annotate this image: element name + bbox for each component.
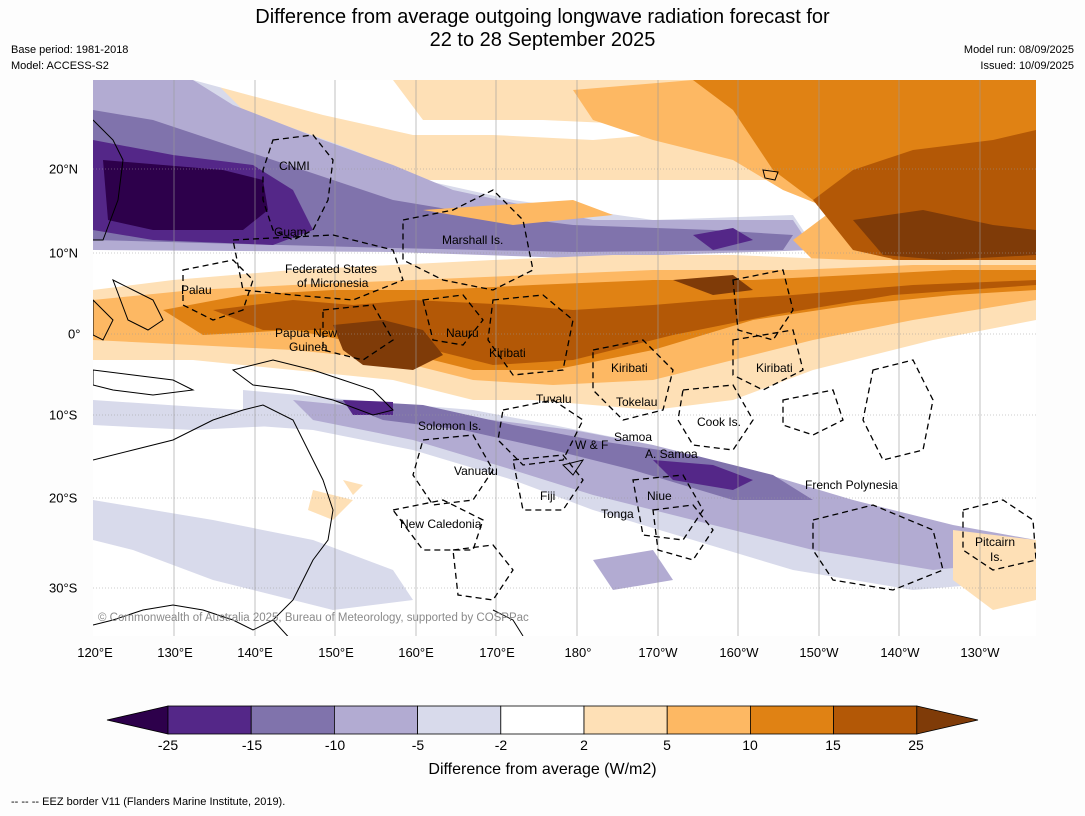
region-labels: CNMI Guam Marshall Is. Federated States …	[181, 159, 1015, 564]
map-title: Difference from average outgoing longwav…	[0, 6, 1085, 52]
x-tick-120e: 120°E	[77, 645, 113, 660]
colorbar-cell	[666, 705, 751, 735]
colorbar-cell	[333, 705, 418, 735]
y-tick-10s: 10°S	[49, 407, 78, 423]
label-samoa: Samoa	[614, 430, 652, 444]
label-guam: Guam	[274, 225, 307, 239]
label-niue: Niue	[647, 489, 672, 503]
colorbar-tick: 10	[742, 737, 758, 753]
y-tick-0: 0°	[68, 326, 81, 342]
colorbar-extend-min	[106, 705, 169, 735]
colorbar-tick: 2	[580, 737, 588, 753]
label-palau: Palau	[181, 283, 212, 297]
anomaly-field	[93, 80, 1036, 636]
label-pitcairn-2: Is.	[990, 550, 1003, 564]
label-kiribati-2: Kiribati	[611, 361, 648, 375]
model-run: Model run: 08/09/2025	[963, 44, 1074, 56]
label-nauru: Nauru	[446, 326, 479, 340]
label-pitcairn-1: Pitcairn	[975, 535, 1015, 549]
label-cook: Cook Is.	[697, 415, 741, 429]
y-tick-20s: 20°S	[49, 490, 78, 506]
label-tonga: Tonga	[601, 507, 634, 521]
label-american-samoa: A. Samoa	[645, 447, 698, 461]
label-tuvalu: Tuvalu	[536, 392, 572, 406]
base-period-info: Base period: 1981-2018 Model: ACCESS-S2	[11, 42, 128, 74]
y-tick-10n: 10°N	[49, 245, 79, 261]
label-vanuatu: Vanuatu	[454, 464, 498, 478]
x-tick-170e: 170°E	[479, 645, 515, 660]
colorbar-title: Difference from average (W/m2)	[428, 761, 657, 778]
label-french-polynesia: French Polynesia	[805, 478, 898, 492]
x-tick-150w: 150°W	[799, 645, 839, 660]
colorbar	[106, 705, 979, 735]
y-tick-20n: 20°N	[49, 161, 79, 177]
colorbar-cell	[583, 705, 668, 735]
x-tick-130w: 130°W	[960, 645, 1000, 660]
coastlines	[93, 119, 779, 636]
x-tick-140w: 140°W	[880, 645, 920, 660]
copyright-notice: © Commonwealth of Australia 2025, Bureau…	[98, 612, 529, 624]
x-tick-160e: 160°E	[398, 645, 434, 660]
eez-borders	[182, 134, 1036, 601]
colorbar-cell	[417, 705, 502, 735]
label-kiribati-1: Kiribati	[489, 346, 526, 360]
colorbar-cell	[250, 705, 335, 735]
label-png-1: Papua New	[275, 326, 337, 340]
colorbar-cell	[167, 705, 252, 735]
x-tick-180: 180°	[564, 645, 592, 660]
label-fsm-2: of Micronesia	[297, 276, 369, 290]
label-fiji: Fiji	[540, 489, 555, 503]
olr-anomaly-map: CNMI Guam Marshall Is. Federated States …	[93, 80, 1036, 636]
label-fsm-1: Federated States	[285, 262, 377, 276]
label-new-caledonia: New Caledonia	[400, 517, 482, 531]
colorbar-cells	[106, 705, 979, 735]
y-tick-30s: 30°S	[49, 580, 78, 596]
eez-legend-note: -- -- -- EEZ border V11 (Flanders Marine…	[11, 796, 286, 808]
label-png-2: Guinea	[289, 340, 328, 354]
label-cnmi: CNMI	[279, 159, 310, 173]
x-tick-150e: 150°E	[318, 645, 354, 660]
label-marshall: Marshall Is.	[442, 233, 503, 247]
x-tick-140e: 140°E	[237, 645, 273, 660]
model-run-info: Model run: 08/09/2025 Issued: 10/09/2025	[964, 42, 1074, 74]
x-tick-160w: 160°W	[719, 645, 759, 660]
x-tick-170w: 170°W	[638, 645, 678, 660]
label-kiribati-3: Kiribati	[756, 361, 793, 375]
title-line-1: Difference from average outgoing longwav…	[255, 6, 830, 28]
colorbar-tick: 25	[908, 737, 924, 753]
base-period: Base period: 1981-2018	[11, 44, 129, 56]
x-tick-130e: 130°E	[157, 645, 193, 660]
colorbar-tick: -5	[411, 737, 425, 753]
colorbar-tick: 5	[663, 737, 671, 753]
grid-lines	[93, 80, 1036, 636]
model-name: Model: ACCESS-S2	[11, 60, 109, 72]
label-tokelau: Tokelau	[616, 395, 657, 409]
colorbar-tick: -15	[241, 737, 263, 753]
colorbar-cell	[500, 705, 585, 735]
colorbar-cell	[833, 705, 918, 735]
issued-date: Issued: 10/09/2025	[980, 60, 1074, 72]
label-wallis-futuna: W & F	[575, 438, 608, 452]
colorbar-extend-max	[916, 705, 979, 735]
colorbar-cell	[750, 705, 835, 735]
label-solomon: Solomon Is.	[418, 419, 481, 433]
colorbar-tick: 15	[825, 737, 841, 753]
title-line-2: 22 to 28 September 2025	[429, 29, 656, 51]
colorbar-tick: -2	[494, 737, 508, 753]
colorbar-tick: -10	[324, 737, 346, 753]
colorbar-tick: -25	[157, 737, 179, 753]
